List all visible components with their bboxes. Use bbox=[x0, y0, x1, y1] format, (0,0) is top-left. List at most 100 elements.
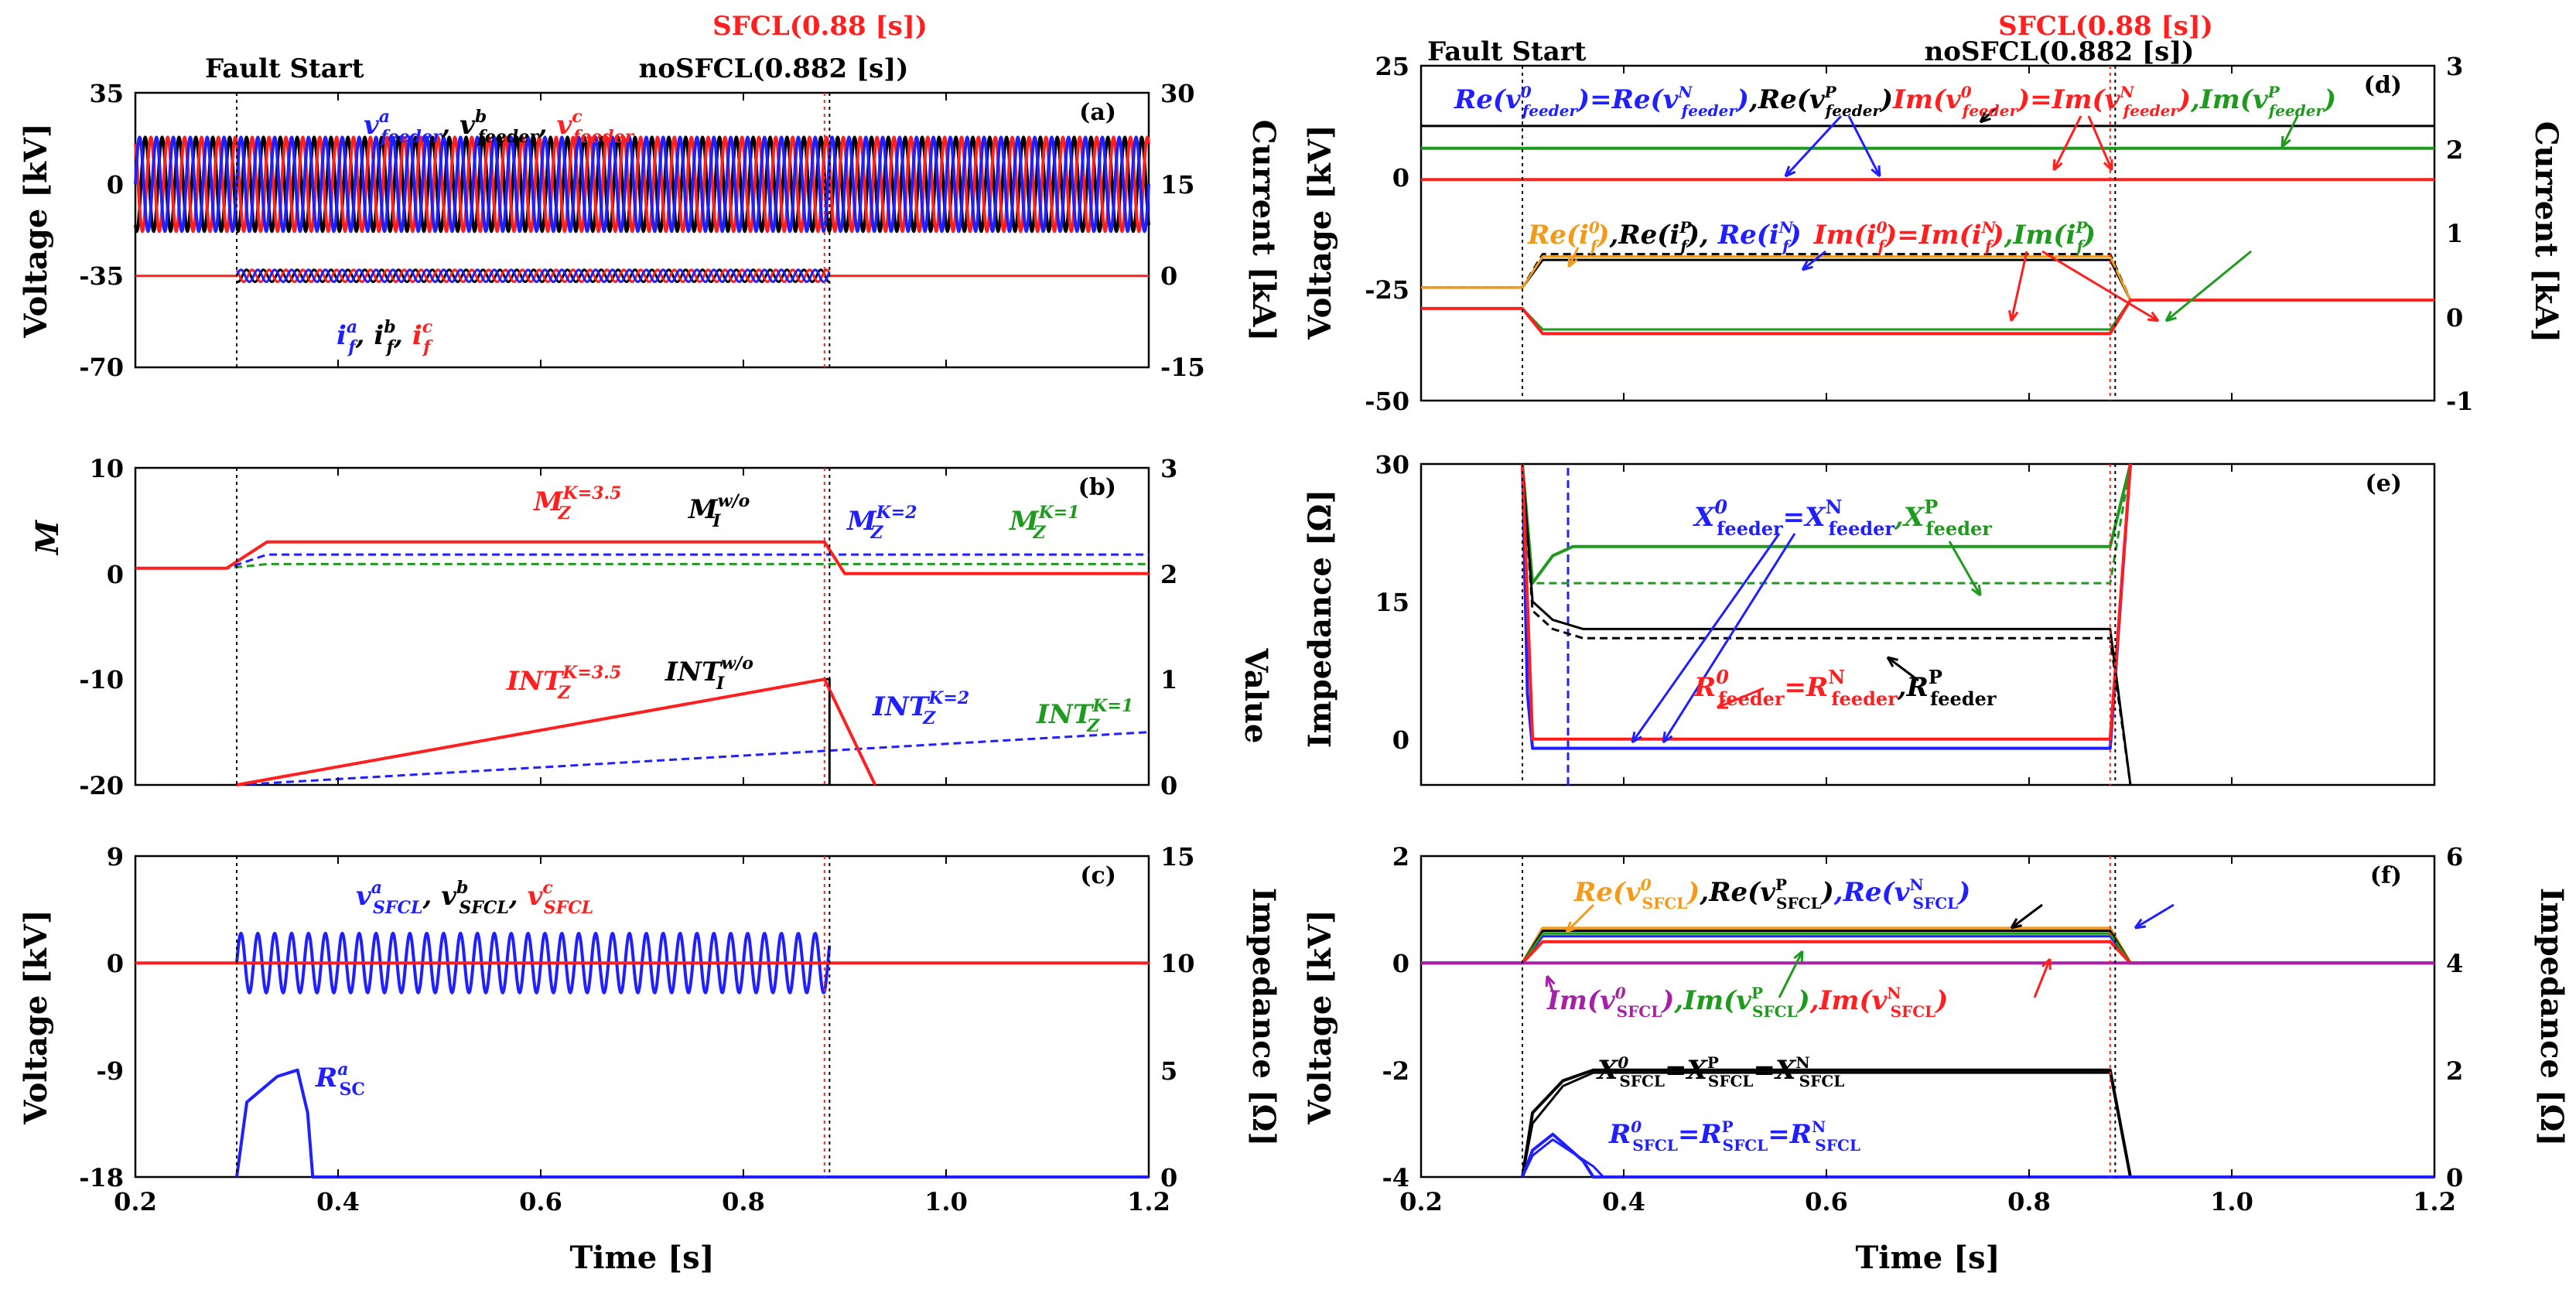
x-axis-label-right: Time [s] bbox=[1855, 1240, 2000, 1276]
panel-d-ytick: 0 bbox=[1392, 163, 1409, 193]
mz-k35-line bbox=[135, 540, 1149, 575]
panel-c-curves bbox=[135, 856, 1150, 1179]
fault-start-label-left: Fault Start bbox=[205, 53, 364, 84]
annotation-arrow bbox=[2033, 958, 2052, 998]
sfcl-voltage-phase-a bbox=[235, 931, 832, 994]
panel-c-ytick: 0 bbox=[107, 949, 124, 978]
im-v-sfcl-p-line bbox=[1421, 932, 2434, 964]
annotation-arrow bbox=[1778, 950, 1804, 998]
panel-d-y2tick: 0 bbox=[2446, 303, 2463, 333]
annotation-arrow bbox=[2087, 115, 2113, 171]
intz-k2-line bbox=[236, 731, 1150, 786]
annotation-arrowhead bbox=[1545, 974, 1556, 988]
panel-f-ylabel: Voltage [kV] bbox=[1302, 909, 1338, 1125]
annotation-arrow bbox=[2010, 251, 2028, 322]
annotation-arrow bbox=[1546, 975, 1556, 998]
annotation-arrowhead bbox=[1662, 731, 1673, 744]
annotation-arrow bbox=[1979, 107, 1997, 124]
panel-a-ytick: -70 bbox=[79, 353, 124, 382]
annotation-arrowhead bbox=[1793, 950, 1804, 963]
annotation-arrowhead bbox=[1716, 698, 1729, 709]
r-feeder-0n-line bbox=[1521, 463, 2132, 741]
panel-d-curves bbox=[1420, 66, 2435, 401]
panel-c-ytick: -18 bbox=[79, 1163, 124, 1192]
im-i-f-p-line bbox=[1421, 299, 2434, 331]
annotation-arrow bbox=[2011, 903, 2043, 930]
panel-f-y2label: Impedance [Ω] bbox=[2533, 888, 2570, 1147]
x-tick: 0.8 bbox=[2007, 1187, 2051, 1216]
fault-start-label-right: Fault Start bbox=[1427, 36, 1587, 67]
panel-b-ytick: 0 bbox=[107, 560, 124, 589]
x-tick: 0.4 bbox=[316, 1187, 360, 1216]
r-sfcl-line bbox=[1521, 1132, 2434, 1179]
panel-e-x-legend: X0 feeder=XN feeder,XP feeder bbox=[1693, 496, 1992, 540]
panel-c-y2label: Impedance [Ω] bbox=[1245, 888, 1282, 1147]
panel-b-y2tick: 3 bbox=[1160, 454, 1177, 483]
panel-e-ytick: 0 bbox=[1392, 725, 1409, 755]
panel-f-y2tick: 2 bbox=[2446, 1056, 2463, 1086]
nosfcl-time-label-left: noSFCL(0.882 [s]) bbox=[639, 53, 909, 84]
panel-a-label: (a) bbox=[1079, 99, 1116, 126]
panel-d-voltage-legend: Re(v0 feeder)=Re(vN feeder),Re(vP feeder)Im… bbox=[1454, 83, 2336, 120]
panel-b: (b) M Value 10 0 -10 -20 3 2 1 0 MK=3.5 Z… bbox=[29, 454, 1274, 800]
annotation-arrow bbox=[1948, 541, 1982, 596]
panel-e: (e) Impedance [Ω] 30 15 0 X0 feeder=XN fee… bbox=[1302, 450, 2436, 786]
panel-b-mz35-label: MK=3.5 Z bbox=[533, 483, 621, 524]
annotation-arrow bbox=[1565, 903, 1595, 933]
panel-f-y2tick: 0 bbox=[2446, 1163, 2463, 1192]
panel-b-inti-label: INTw/o I bbox=[664, 653, 753, 694]
annotation-arrowhead bbox=[1784, 165, 1796, 178]
annotation-arrowhead bbox=[2164, 310, 2177, 322]
panel-d-y2tick: -1 bbox=[2446, 387, 2474, 416]
panel-d-ytick: 25 bbox=[1375, 52, 1409, 81]
annotation-arrowhead bbox=[2134, 918, 2147, 930]
left-header: Fault Start SFCL(0.88 [s]) noSFCL(0.882 … bbox=[205, 11, 928, 84]
panel-f-curves bbox=[1420, 856, 2435, 1179]
panel-f-re-legend: Re(v0 SFCL),Re(vP SFCL),Re(vN SFCL) bbox=[1573, 875, 1970, 913]
annotation-arrowhead bbox=[1970, 584, 1982, 597]
annotation-arrow bbox=[1802, 250, 1826, 271]
annotation-arrow bbox=[1847, 115, 1881, 177]
r-feeder-p-dashed-line bbox=[1521, 463, 2132, 786]
annotation-arrowhead bbox=[2010, 918, 2022, 930]
panel-f-ytick: 0 bbox=[1392, 949, 1409, 978]
annotation-arrow bbox=[2134, 903, 2175, 930]
x-feeder-0n-line bbox=[1521, 463, 2132, 585]
panel-a-ylabel: Voltage [kV] bbox=[18, 123, 54, 339]
panel-f-ytick: -4 bbox=[1382, 1163, 1409, 1192]
panel-e-curves bbox=[1420, 463, 2435, 786]
annotation-arrowhead bbox=[2008, 309, 2019, 322]
annotation-arrowhead bbox=[2147, 311, 2160, 322]
fault-current-phase-a bbox=[235, 268, 831, 284]
x-tick: 1.2 bbox=[1127, 1187, 1170, 1216]
panel-d-ylabel: Voltage [kV] bbox=[1302, 125, 1338, 340]
nosfcl-time-label-right: noSFCL(0.882 [s]) bbox=[1925, 36, 2195, 67]
rsc-a-line bbox=[235, 1068, 1149, 1179]
panel-f-y2tick: 4 bbox=[2446, 949, 2463, 978]
panel-f-ytick: 2 bbox=[1392, 842, 1409, 872]
panel-e-ytick: 15 bbox=[1375, 588, 1409, 617]
panel-a-voltage-legend: va feeder, vb feeder, vc feeder bbox=[364, 107, 634, 147]
x-tick: 0.8 bbox=[722, 1187, 765, 1216]
panel-a-curves bbox=[134, 93, 1150, 367]
annotation-arrow bbox=[2041, 250, 2159, 322]
panel-a-y2tick: -15 bbox=[1160, 353, 1205, 382]
x-axis-label-left: Time [s] bbox=[569, 1240, 714, 1276]
annotation-arrowhead bbox=[1567, 255, 1578, 268]
panel-b-intz35-label: INTK=3.5 Z bbox=[506, 663, 621, 703]
panel-c: (c) Voltage [kV] Impedance [Ω] 9 0 -9 -1… bbox=[18, 842, 1282, 1192]
annotation-arrow bbox=[1717, 687, 1765, 709]
panel-c-voltage-legend: va SFCL, vb SFCL, vc SFCL bbox=[356, 878, 593, 918]
sfcl-time-label-left: SFCL(0.88 [s]) bbox=[712, 11, 928, 42]
panel-f-ytick: -2 bbox=[1382, 1056, 1409, 1086]
panel-e-ylabel: Impedance [Ω] bbox=[1302, 490, 1338, 749]
panel-b-mz2-label: MK=2 Z bbox=[846, 503, 917, 543]
panel-b-ytick: -10 bbox=[79, 665, 124, 694]
x-tick: 0.4 bbox=[1602, 1187, 1645, 1216]
x-feeder-p-line bbox=[1521, 463, 2132, 585]
panel-b-curves bbox=[135, 468, 1150, 786]
panel-f-x-legend: X0 SFCL=XP SFCL=XN SFCL bbox=[1596, 1053, 1844, 1090]
im-v-sfcl-n-line bbox=[1421, 940, 2434, 965]
annotation-arrow bbox=[1631, 533, 1781, 743]
x-tick: 0.2 bbox=[1399, 1187, 1443, 1216]
